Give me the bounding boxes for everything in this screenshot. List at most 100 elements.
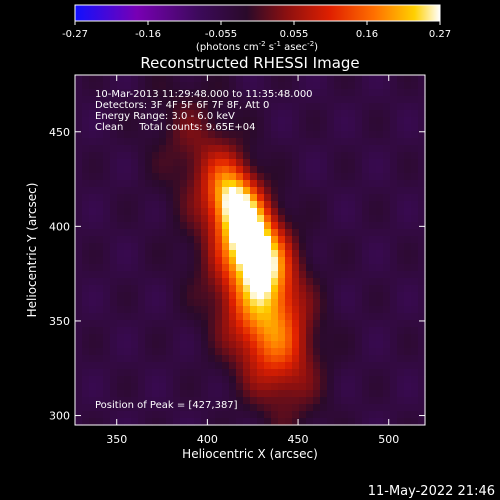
heatmap-cell — [334, 306, 342, 314]
heatmap-cell — [257, 418, 265, 426]
heatmap-cell — [103, 103, 111, 111]
heatmap-cell — [376, 285, 384, 293]
heatmap-cell — [229, 264, 237, 272]
heatmap-cell — [362, 257, 370, 265]
heatmap-cell — [327, 341, 335, 349]
heatmap-cell — [201, 313, 209, 321]
heatmap-cell — [285, 110, 293, 118]
heatmap-cell — [180, 187, 188, 195]
heatmap-cell — [138, 201, 146, 209]
heatmap-cell — [348, 236, 356, 244]
heatmap-cell — [285, 313, 293, 321]
heatmap-cell — [404, 222, 412, 230]
heatmap-cell — [369, 397, 377, 405]
heatmap-cell — [166, 390, 174, 398]
heatmap-cell — [89, 110, 97, 118]
heatmap-cell — [355, 110, 363, 118]
heatmap-cell — [369, 411, 377, 419]
heatmap-cell — [341, 201, 349, 209]
heatmap-cell — [299, 152, 307, 160]
heatmap-cell — [208, 180, 216, 188]
heatmap-cell — [117, 334, 125, 342]
heatmap-cell — [82, 383, 90, 391]
heatmap-cell — [180, 285, 188, 293]
heatmap-cell — [264, 180, 272, 188]
heatmap-cell — [110, 166, 118, 174]
heatmap-cell — [376, 236, 384, 244]
heatmap-cell — [292, 124, 300, 132]
heatmap-cell — [334, 334, 342, 342]
heatmap-cell — [390, 89, 398, 97]
y-tick-label: 350 — [49, 315, 70, 328]
heatmap-cell — [124, 334, 132, 342]
heatmap-cell — [173, 362, 181, 370]
heatmap-cell — [355, 138, 363, 146]
heatmap-cell — [180, 208, 188, 216]
heatmap-cell — [250, 208, 258, 216]
heatmap-cell — [306, 313, 314, 321]
heatmap-cell — [131, 180, 139, 188]
heatmap-cell — [299, 138, 307, 146]
heatmap-cell — [411, 397, 419, 405]
heatmap-cell — [103, 383, 111, 391]
heatmap-cell — [383, 348, 391, 356]
heatmap-cell — [194, 271, 202, 279]
heatmap-cell — [229, 131, 237, 139]
heatmap-cell — [411, 236, 419, 244]
heatmap-cell — [292, 313, 300, 321]
annotation-line: 10-Mar-2013 11:29:48.000 to 11:35:48.000 — [95, 89, 313, 100]
x-tick-label: 500 — [378, 433, 399, 446]
heatmap-cell — [306, 222, 314, 230]
heatmap-cell — [299, 75, 307, 83]
heatmap-cell — [222, 264, 230, 272]
heatmap-cell — [383, 362, 391, 370]
heatmap-cell — [82, 215, 90, 223]
heatmap-cell — [89, 89, 97, 97]
heatmap-cell — [404, 159, 412, 167]
heatmap-cell — [222, 369, 230, 377]
heatmap-cell — [418, 334, 426, 342]
heatmap-cell — [376, 173, 384, 181]
heatmap-cell — [320, 208, 328, 216]
heatmap-cell — [236, 320, 244, 328]
heatmap-cell — [187, 152, 195, 160]
heatmap-cell — [117, 299, 125, 307]
heatmap-cell — [334, 236, 342, 244]
heatmap-cell — [397, 145, 405, 153]
heatmap-cell — [173, 278, 181, 286]
heatmap-cell — [271, 201, 279, 209]
heatmap-cell — [124, 264, 132, 272]
heatmap-cell — [159, 201, 167, 209]
heatmap-cell — [278, 362, 286, 370]
heatmap-cell — [327, 285, 335, 293]
heatmap-cell — [187, 243, 195, 251]
heatmap-cell — [397, 152, 405, 160]
heatmap-cell — [75, 334, 83, 342]
heatmap-cell — [334, 299, 342, 307]
heatmap-cell — [383, 152, 391, 160]
heatmap-cell — [131, 376, 139, 384]
heatmap-cell — [215, 278, 223, 286]
heatmap-cell — [376, 383, 384, 391]
heatmap-cell — [348, 362, 356, 370]
heatmap-cell — [327, 145, 335, 153]
heatmap-cell — [257, 376, 265, 384]
heatmap-cell — [96, 376, 104, 384]
heatmap-cell — [222, 334, 230, 342]
heatmap-cell — [229, 257, 237, 265]
heatmap-cell — [250, 299, 258, 307]
heatmap-cell — [411, 292, 419, 300]
heatmap-cell — [411, 201, 419, 209]
heatmap-cell — [75, 117, 83, 125]
heatmap-cell — [299, 404, 307, 412]
heatmap-cell — [404, 82, 412, 90]
heatmap-cell — [187, 110, 195, 118]
heatmap-cell — [117, 201, 125, 209]
heatmap-cell — [222, 103, 230, 111]
heatmap-cell — [166, 369, 174, 377]
heatmap-cell — [152, 306, 160, 314]
heatmap-cell — [390, 313, 398, 321]
heatmap-cell — [369, 75, 377, 83]
heatmap-cell — [355, 201, 363, 209]
heatmap-cell — [138, 236, 146, 244]
